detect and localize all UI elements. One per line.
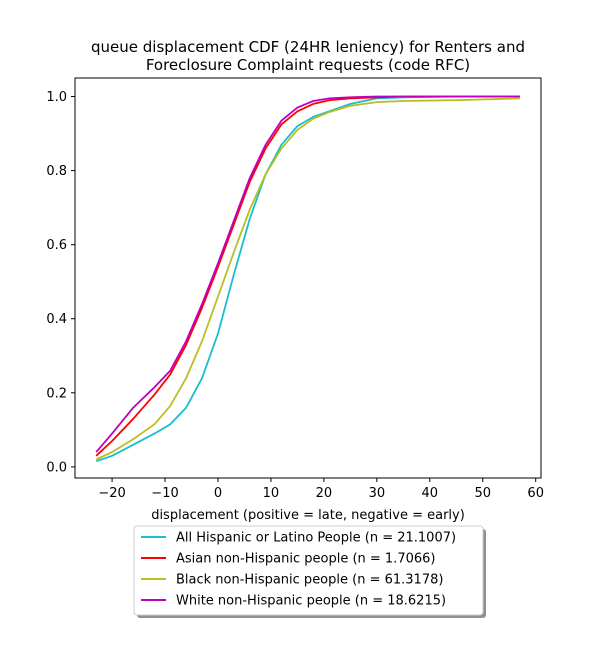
x-tick-label: 0 [214,486,222,501]
legend-box [133,525,484,616]
plot-frame [74,77,542,479]
x-tick-label: 10 [263,486,280,501]
legend-label-1: All Hispanic or Latino People (n = 21.10… [176,531,456,546]
legend: All Hispanic or Latino People (n = 21.10… [133,525,486,618]
x-tick-label: 30 [369,486,386,501]
legend-label-3: Black non-Hispanic people (n = 61.3178) [176,573,443,588]
legend-label-4: White non-Hispanic people (n = 18.6215) [176,594,446,609]
series-line-2 [95,95,520,457]
y-tick-label: 1.0 [46,90,67,105]
series-layer [95,95,520,463]
x-tick-label: 50 [474,486,491,501]
x-tick-label: 40 [422,486,439,501]
series-line-4 [95,95,520,453]
series-line-1 [95,95,520,463]
x-tick-label: 60 [527,486,544,501]
chart-title-line-1: queue displacement CDF (24HR leniency) f… [91,38,525,56]
axes-layer: −20 −10 0 10 20 30 40 50 60 0.0 0.2 0.4 0.6 0.8 1.0 [46,77,544,501]
chart-title-line-2: Foreclosure Complaint requests (code RFC… [146,56,470,74]
legend-label-2: Asian non-Hispanic people (n = 1.7066) [176,552,435,567]
y-tick-label: 0.8 [46,164,67,179]
x-axis-label: displacement (positive = late, negative … [151,508,465,523]
y-tick-label: 0.6 [46,238,67,253]
x-tick-label: 20 [316,486,333,501]
x-tick-label: −10 [151,486,178,501]
series-line-3 [95,97,520,461]
y-tick-label: 0.0 [46,460,67,475]
y-tick-label: 0.4 [46,312,67,327]
x-tick-label: −20 [98,486,125,501]
y-tick-label: 0.2 [46,386,67,401]
